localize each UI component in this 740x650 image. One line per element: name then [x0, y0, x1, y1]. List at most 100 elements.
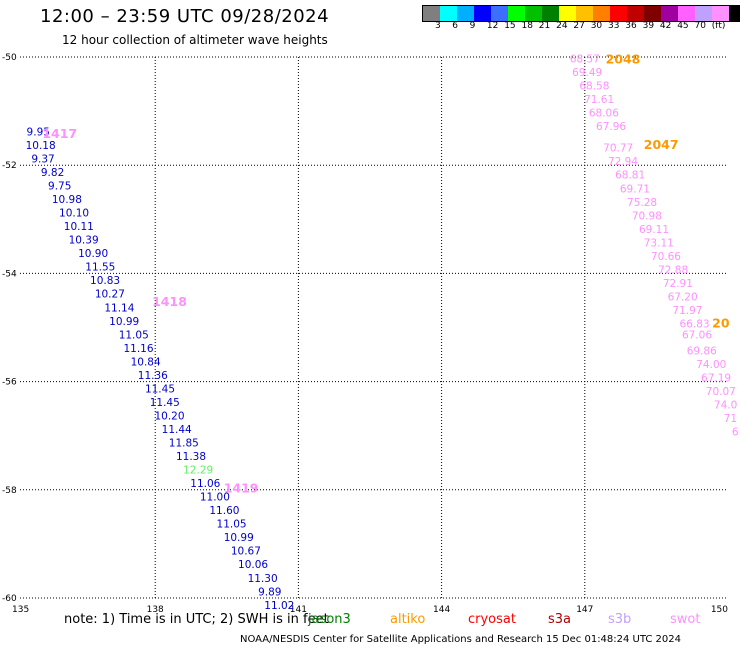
color-swatch — [474, 6, 491, 21]
color-swatch — [627, 6, 644, 21]
wave-height-label: 67.20 — [668, 291, 698, 303]
wave-height-label: 70.98 — [632, 210, 662, 222]
wave-height-label: 69.71 — [620, 183, 650, 195]
x-tick-label: 147 — [576, 605, 593, 615]
color-swatch — [593, 6, 610, 21]
wave-height-label: 67.19 — [701, 373, 731, 385]
wave-height-label: 10.20 — [154, 410, 184, 422]
axis-ticks: 135 138 141 144 147 150 -50 -52 -54 -56 -58 -60 — [2, 53, 728, 615]
wave-height-label: 10.06 — [238, 559, 268, 571]
wave-height-label: 11.05 — [217, 519, 247, 531]
wave-height-label: 10.99 — [224, 532, 254, 544]
footer-note: note: 1) Time is in UTC; 2) SWH is in fe… — [64, 612, 329, 627]
color-legend-label: 36 — [625, 21, 637, 31]
color-legend-label: 42 — [659, 21, 672, 31]
wave-height-label: 10.99 — [109, 316, 139, 328]
chart-title: 12:00 – 23:59 UTC 09/28/2024 — [40, 6, 330, 27]
wave-height-label: 69.49 — [572, 67, 602, 79]
color-legend-label: 21 — [538, 21, 551, 31]
wave-height-label: 71.61 — [584, 94, 614, 106]
wave-height-label: 74.00 — [696, 359, 726, 371]
y-tick-label: -52 — [2, 161, 17, 171]
y-tick-label: -60 — [2, 594, 17, 604]
wave-height-label: 6 — [732, 427, 739, 439]
wave-height-label: 10.67 — [231, 546, 261, 558]
track-id-label: 2047 — [644, 137, 679, 152]
color-swatch — [440, 6, 457, 21]
wave-height-label: 11.14 — [104, 302, 134, 314]
satellite-legend-swot: swot — [670, 612, 701, 627]
color-swatch — [542, 6, 559, 21]
wave-height-label: 66.83 — [680, 319, 710, 331]
color-legend-label: 27 — [573, 21, 585, 31]
wave-height-label: 71.97 — [672, 305, 702, 317]
x-tick-label: 135 — [12, 605, 29, 615]
color-swatch — [508, 6, 525, 21]
wave-height-label: 10.90 — [78, 248, 108, 260]
color-swatch — [661, 6, 678, 21]
wave-height-label: 67.96 — [596, 121, 626, 133]
color-legend-label: 45 — [677, 21, 689, 31]
wave-height-label: 70.66 — [651, 251, 681, 263]
color-swatch — [644, 6, 661, 21]
wave-height-label: 68.58 — [579, 80, 609, 92]
wave-height-label: 10.10 — [59, 208, 89, 220]
wave-height-label: 10.39 — [69, 235, 99, 247]
track-id-label: 1419 — [224, 481, 259, 496]
wave-height-label: 67.06 — [682, 329, 712, 341]
color-swatch — [712, 6, 729, 21]
color-swatch — [457, 6, 474, 21]
color-legend-label: 3 — [435, 21, 441, 31]
wave-height-label: 74.0 — [714, 400, 737, 412]
wave-height-label: 10.11 — [64, 221, 94, 233]
satellite-legend-jason3: jason3 — [308, 612, 351, 627]
y-tick-label: -50 — [2, 53, 17, 63]
wave-height-label: 73.11 — [644, 237, 674, 249]
color-legend-label: 24 — [556, 21, 568, 31]
wave-height-label: 70.07 — [706, 386, 736, 398]
color-swatch — [423, 6, 440, 21]
x-tick-label: 144 — [433, 605, 450, 615]
wave-height-label: 70.77 — [603, 143, 633, 155]
wave-height-label: 11.05 — [119, 329, 149, 341]
footer-credit: NOAA/NESDIS Center for Satellite Applica… — [240, 634, 682, 645]
track-id-label: 1417 — [42, 126, 77, 141]
wave-height-label: 10.84 — [131, 356, 161, 368]
color-legend-label: 12 — [486, 21, 499, 31]
wave-height-label: 9.37 — [31, 153, 54, 165]
track-labels: 1417 1418 1419 2048 2047 20 — [42, 51, 729, 495]
wave-height-label: 11.02 — [264, 600, 294, 612]
wave-height-label: 10.98 — [52, 194, 82, 206]
color-swatch — [559, 6, 576, 21]
x-tick-label: 141 — [290, 605, 307, 615]
satellite-legend-s3b: s3b — [608, 612, 632, 627]
wave-height-label: 11.16 — [123, 343, 153, 355]
wave-height-label: 11.30 — [248, 573, 278, 585]
wave-height-label: 9.75 — [48, 181, 71, 193]
wave-height-label: 75.28 — [627, 197, 657, 209]
wave-height-label: 68.06 — [589, 108, 619, 120]
wave-height-label: 9.89 — [258, 586, 281, 598]
wave-height-label: 11.44 — [162, 424, 192, 436]
chart-subtitle: 12 hour collection of altimeter wave hei… — [62, 33, 328, 47]
x-tick-label: 138 — [147, 605, 164, 615]
y-tick-label: -56 — [2, 378, 17, 388]
wave-height-label: 69.11 — [639, 224, 669, 236]
color-swatch — [576, 6, 593, 21]
wave-height-label: 11.06 — [190, 478, 220, 490]
wave-height-label: 11.00 — [200, 492, 230, 504]
wave-height-label: 11.38 — [176, 451, 206, 463]
color-legend-label: (ft) — [711, 21, 726, 31]
wave-height-label: 68.57 — [570, 53, 600, 65]
y-tick-label: -54 — [2, 269, 17, 279]
color-swatch — [525, 6, 542, 21]
satellite-legend-cryosat: cryosat — [468, 612, 516, 627]
wave-height-label: 11.36 — [138, 370, 168, 382]
satellite-legend-altiko: altiko — [390, 612, 426, 627]
wave-height-label: 72.91 — [663, 278, 693, 290]
wave-height-label: 11.60 — [209, 505, 239, 517]
color-swatch — [695, 6, 712, 21]
color-swatch — [491, 6, 508, 21]
wave-height-label: 11.55 — [85, 262, 115, 274]
